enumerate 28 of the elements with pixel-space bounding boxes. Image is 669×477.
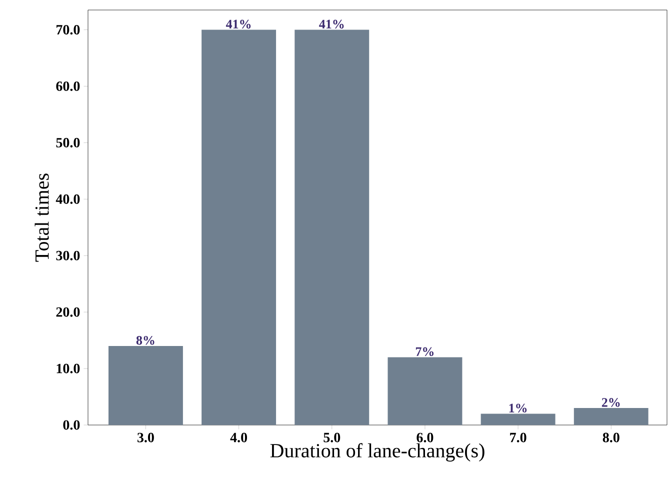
x-tick-label: 4.0 — [230, 432, 248, 442]
bar — [108, 346, 183, 425]
y-tick-label: 0.0 — [63, 420, 80, 430]
y-tick-label: 60.0 — [56, 81, 80, 91]
y-axis-title: Total times — [34, 174, 49, 262]
x-tick-label: 7.0 — [510, 432, 526, 442]
bar — [388, 357, 462, 425]
annotation: 41% — [226, 20, 251, 29]
x-tick-label: 5.0 — [324, 432, 340, 442]
annotation: 7% — [416, 347, 434, 356]
y-tick-label: 20.0 — [56, 307, 80, 317]
bar — [574, 408, 648, 425]
y-tick-label: 50.0 — [56, 138, 80, 148]
y-tick-label: 10.0 — [56, 364, 80, 374]
annotation: 8% — [136, 336, 154, 345]
bar — [202, 30, 276, 425]
bar — [294, 30, 370, 425]
y-tick-label: 30.0 — [56, 250, 80, 260]
annotation: 2% — [602, 398, 620, 407]
y-tick-label: 40.0 — [56, 194, 80, 204]
x-axis-title: Duration of lane-change(s) — [270, 443, 484, 462]
y-tick-label: 70.0 — [56, 25, 80, 35]
x-tick-label: 6.0 — [416, 432, 434, 442]
x-tick-label: 8.0 — [602, 432, 620, 442]
x-tick-label: 3.0 — [138, 432, 154, 442]
annotation: 1% — [509, 404, 527, 413]
bar — [480, 414, 556, 425]
annotation: 41% — [319, 20, 344, 29]
